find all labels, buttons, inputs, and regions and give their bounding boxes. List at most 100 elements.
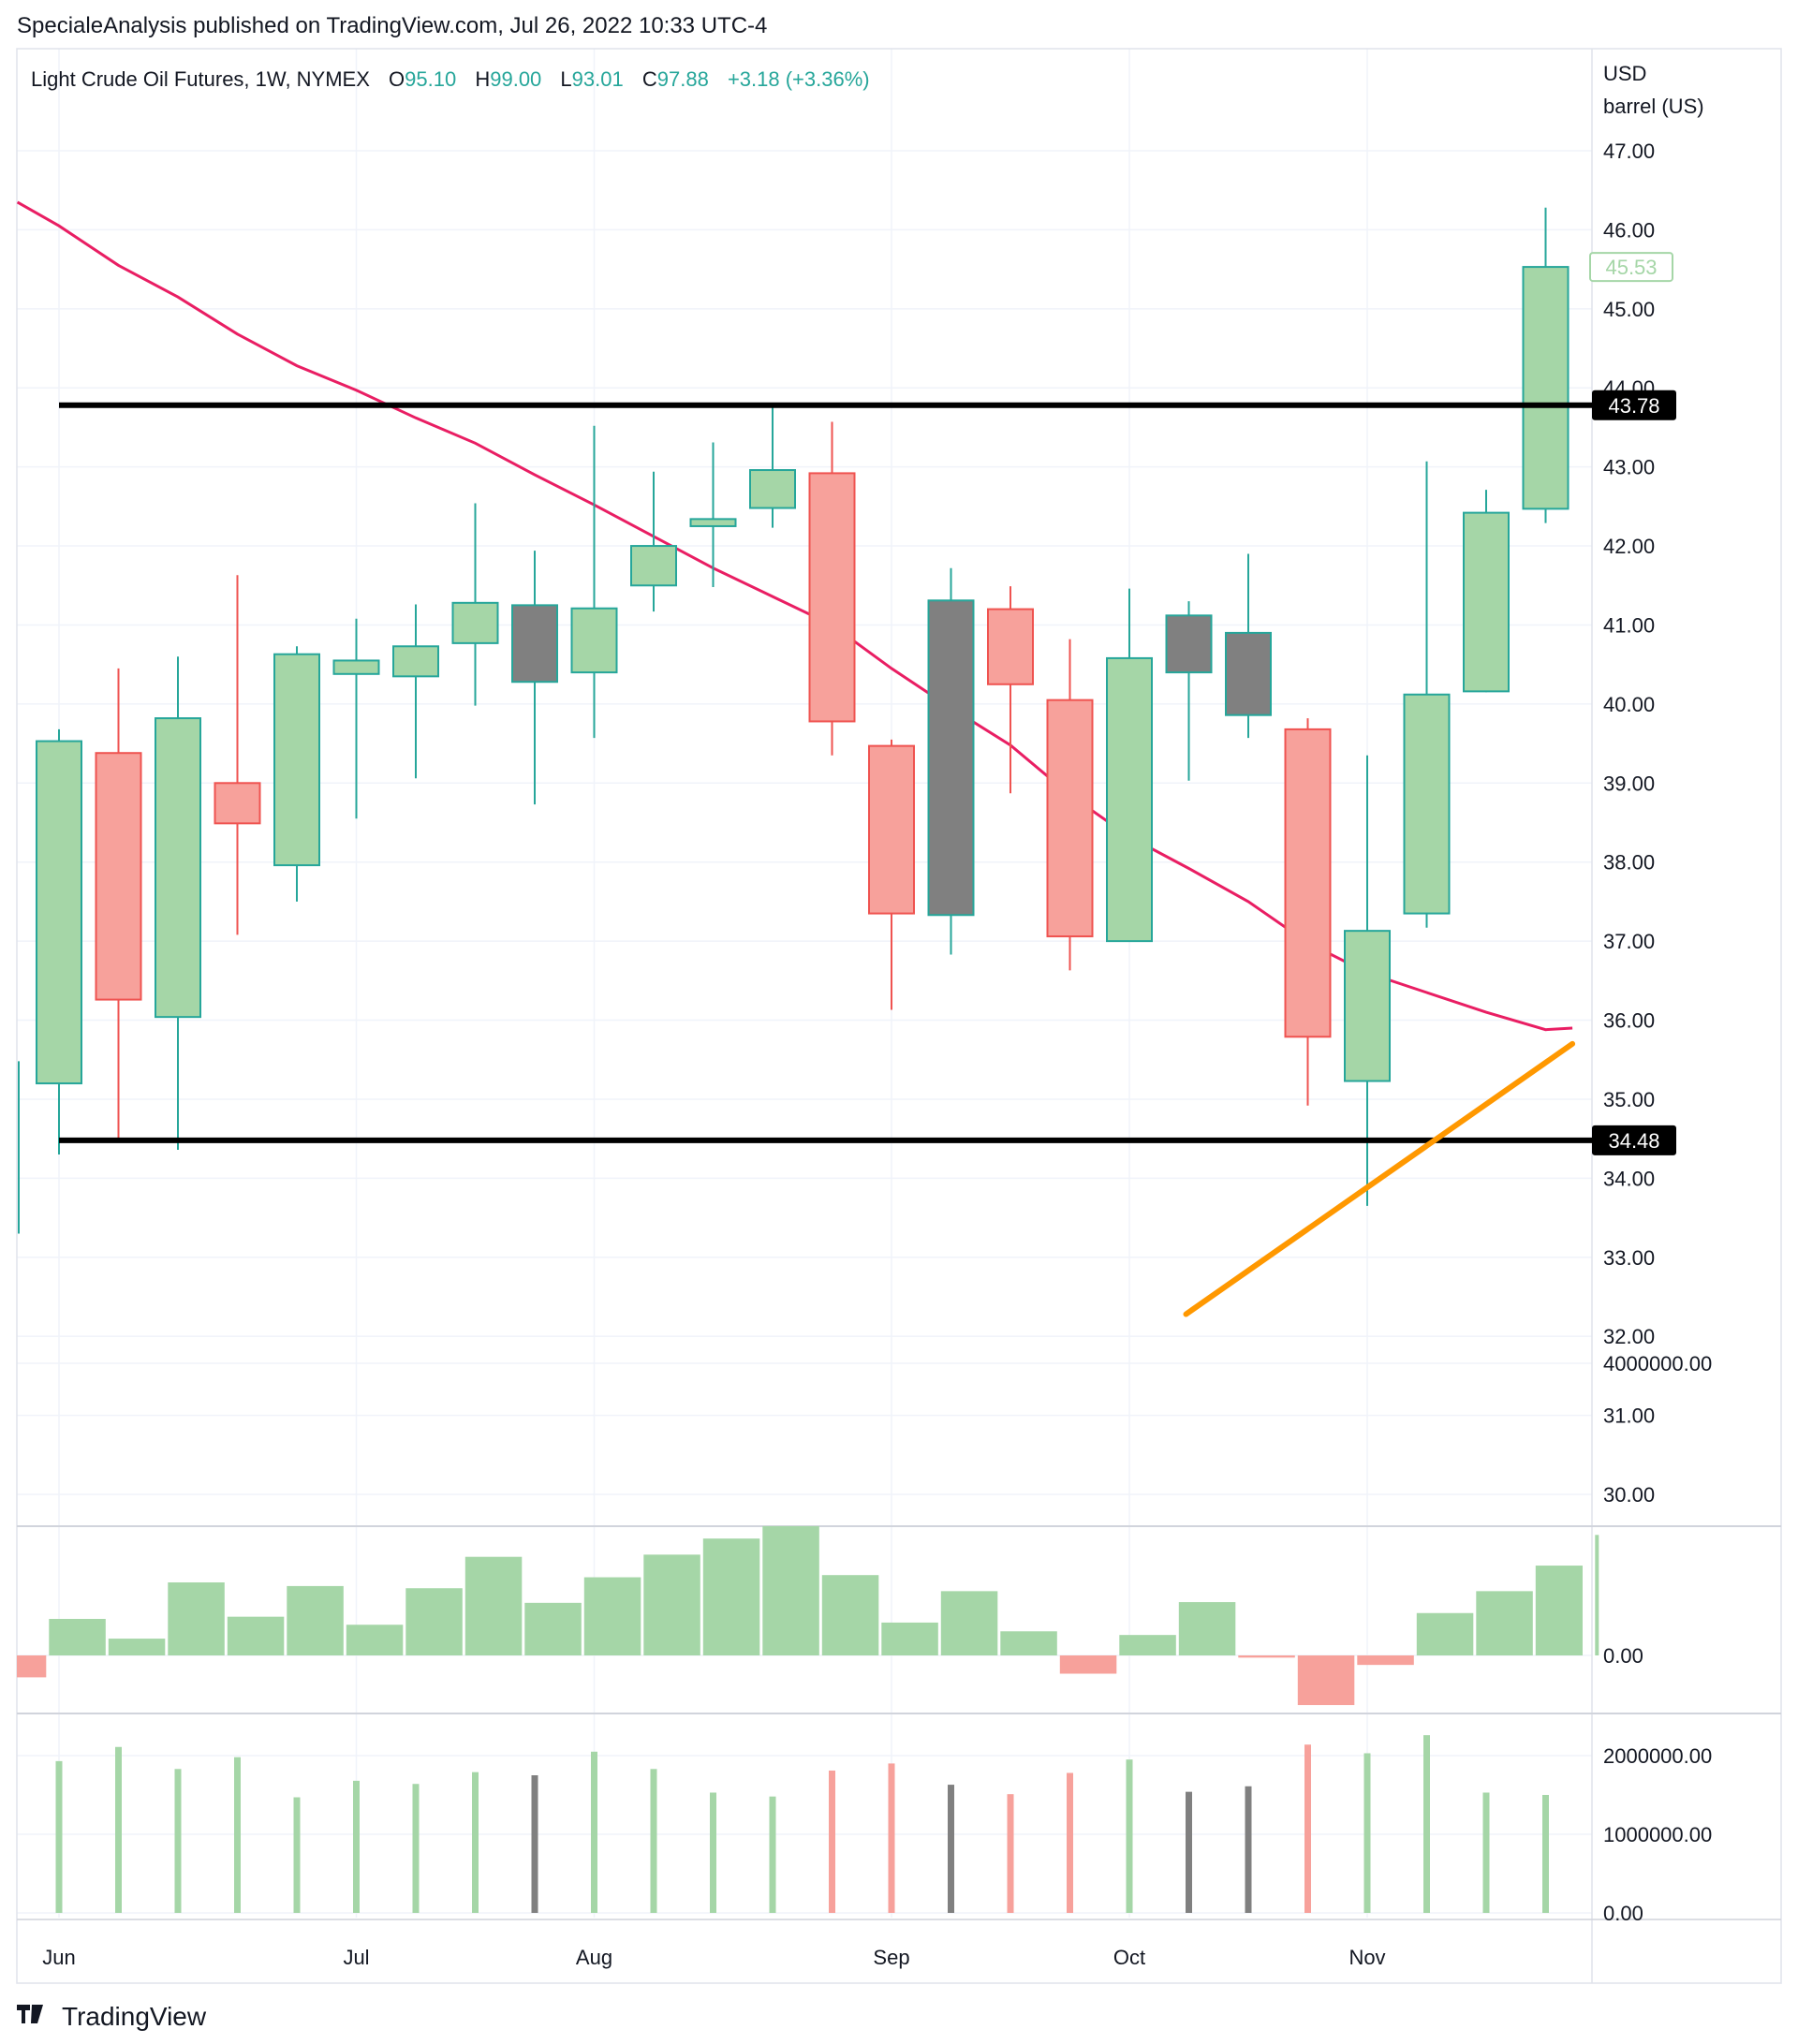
candle-body xyxy=(155,717,201,1019)
candle xyxy=(927,567,975,955)
candle xyxy=(987,586,1034,794)
volume-delta-bar xyxy=(583,1577,641,1655)
chart-frame xyxy=(16,48,1782,1984)
moving-average xyxy=(16,200,1573,1032)
volume-delta-bar xyxy=(1000,1631,1057,1655)
candlesticks[interactable] xyxy=(18,207,1570,1234)
candle xyxy=(808,421,856,756)
legend-close-value: 97.88 xyxy=(657,67,709,91)
candle-body xyxy=(570,607,618,674)
time-axis[interactable]: Jun Jul Aug Sep Oct Nov xyxy=(42,1946,1385,1969)
candle-body xyxy=(332,659,380,675)
volume-delta-tick-label: 4000000.00 xyxy=(1603,1352,1712,1375)
candle xyxy=(868,739,915,1010)
volume-bar xyxy=(174,1769,182,1913)
candle-body xyxy=(808,472,856,723)
time-tick-label: Nov xyxy=(1348,1946,1385,1969)
candle xyxy=(630,471,677,612)
candle-body xyxy=(1284,728,1332,1038)
candle-body xyxy=(511,604,558,684)
candle-body xyxy=(1522,266,1570,510)
time-tick-label: Jul xyxy=(343,1946,369,1969)
volume-delta-bar xyxy=(940,1591,998,1655)
candle xyxy=(1463,490,1510,693)
volume-bar xyxy=(1067,1772,1073,1913)
candle-body xyxy=(214,782,261,825)
candle-body xyxy=(689,518,737,527)
candle-body xyxy=(927,599,975,917)
volume-bar xyxy=(234,1757,241,1913)
price-tick-label: 40.00 xyxy=(1603,693,1655,716)
tradingview-logo[interactable]: TradingView xyxy=(17,2002,206,2032)
volume-tick-label: 2000000.00 xyxy=(1603,1744,1712,1768)
time-tick-label: Sep xyxy=(873,1946,909,1969)
candle xyxy=(214,575,261,935)
volume-pane[interactable]: 2000000.00 1000000.00 0.00 xyxy=(55,1735,1713,1925)
legend-symbol: Light Crude Oil Futures, 1W, NYMEX xyxy=(31,67,370,91)
price-tick-label: 37.00 xyxy=(1603,930,1655,953)
candle-body xyxy=(273,653,320,867)
volume-delta-bar xyxy=(17,1655,47,1678)
price-tick-label: 43.00 xyxy=(1603,456,1655,479)
level-price-badge xyxy=(1592,1125,1676,1155)
volume-delta-bar xyxy=(643,1554,700,1655)
price-tick-label: 46.00 xyxy=(1603,218,1655,242)
candle-body xyxy=(1463,511,1510,693)
volume-bar xyxy=(1245,1786,1252,1913)
price-tick-label: 42.00 xyxy=(1603,535,1655,558)
volume-bar xyxy=(412,1784,420,1913)
candle-body xyxy=(868,744,915,915)
candle xyxy=(1403,461,1451,928)
candle xyxy=(1046,639,1094,971)
time-tick-label: Jun xyxy=(42,1946,75,1969)
axis-currency: USD xyxy=(1603,62,1646,85)
candle-body xyxy=(1403,693,1451,915)
volume-bar xyxy=(1482,1792,1490,1913)
volume-bar xyxy=(1542,1795,1549,1913)
legend-open-value: 95.10 xyxy=(405,67,456,91)
volume-tick-label: 1000000.00 xyxy=(1603,1823,1712,1846)
level-price-label: 34.48 xyxy=(1608,1129,1659,1153)
footer-brand: TradingView xyxy=(62,2002,207,2031)
drawings[interactable]: 43.78 34.48 45.53 xyxy=(59,252,1676,1317)
published-caption: SpecialeAnalysis published on TradingVie… xyxy=(17,13,768,38)
candle-body xyxy=(451,601,499,644)
volume-tick-label: 0.00 xyxy=(1603,1902,1643,1925)
price-tick-label: 34.00 xyxy=(1603,1167,1655,1190)
price-tick-label: 47.00 xyxy=(1603,140,1655,163)
trend-line xyxy=(1183,1040,1576,1317)
candle xyxy=(1106,588,1153,943)
price-tick-label: 33.00 xyxy=(1603,1246,1655,1270)
volume-bar xyxy=(1423,1735,1430,1913)
volume-delta-bar xyxy=(1357,1655,1414,1666)
legend-low-value: 93.01 xyxy=(572,67,624,91)
volume-bar xyxy=(1126,1759,1133,1913)
volume-delta-pane[interactable]: 4000000.00 0.00 xyxy=(17,1352,1712,1706)
legend-high-label: H xyxy=(475,67,490,91)
price-tick-label: 35.00 xyxy=(1603,1088,1655,1111)
volume-delta-bar xyxy=(1476,1591,1533,1655)
volume-bar xyxy=(769,1796,776,1913)
volume-delta-bar xyxy=(1416,1612,1474,1655)
candle xyxy=(570,425,618,739)
price-tick-label: 45.00 xyxy=(1603,298,1655,321)
candle xyxy=(511,551,558,805)
candle xyxy=(1344,755,1391,1206)
volume-bar xyxy=(353,1780,360,1913)
ohlc-legend: Light Crude Oil Futures, 1W, NYMEX O95.1… xyxy=(31,67,870,91)
volume-delta-bar xyxy=(524,1602,582,1655)
tv-logo-icon xyxy=(17,2003,54,2032)
candle-body xyxy=(1225,631,1272,716)
chart-border xyxy=(16,48,1782,1984)
volume-bar xyxy=(472,1772,479,1913)
volume-bar xyxy=(710,1792,716,1913)
volume-bar xyxy=(1186,1791,1192,1913)
volume-delta-bar xyxy=(464,1556,523,1655)
volume-delta-bar xyxy=(168,1582,225,1655)
candle-body xyxy=(95,752,142,1001)
time-tick-label: Oct xyxy=(1113,1946,1145,1969)
level-price-label: 43.78 xyxy=(1608,394,1659,418)
price-axis[interactable]: 47.0046.0045.0044.0043.0042.0041.0040.00… xyxy=(1603,140,1655,1507)
volume-bar xyxy=(1304,1744,1311,1913)
